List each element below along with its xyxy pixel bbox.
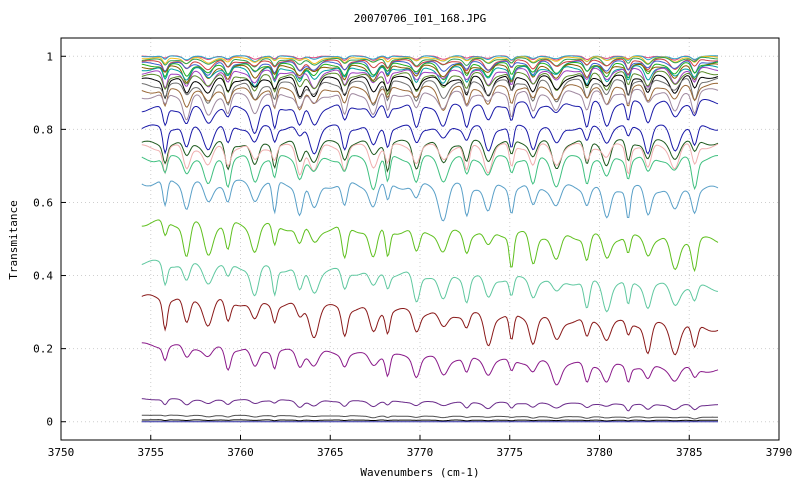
series-line — [141, 155, 719, 191]
series-line — [141, 342, 719, 386]
series-line — [141, 82, 719, 112]
x-axis-label: Wavenumbers (cm-1) — [360, 466, 479, 479]
series-line — [141, 67, 719, 90]
x-tick-label: 3780 — [586, 446, 613, 459]
x-tick-label: 3760 — [227, 446, 254, 459]
y-tick-label: 0.6 — [33, 196, 53, 209]
series-line — [141, 219, 719, 273]
grid — [60, 38, 780, 440]
series-line — [141, 139, 719, 173]
x-tick-label: 3770 — [407, 446, 434, 459]
series-line — [141, 124, 719, 155]
series-layer — [141, 55, 719, 423]
series-line — [141, 88, 719, 121]
series-line — [141, 414, 718, 420]
series-line — [141, 99, 719, 135]
x-tick-label: 3765 — [317, 446, 344, 459]
series-line — [141, 63, 719, 84]
series-line — [141, 74, 719, 100]
series-line — [141, 419, 718, 422]
x-tick-label: 3755 — [138, 446, 165, 459]
y-tick-label: 0.2 — [33, 343, 53, 356]
series-line — [141, 55, 718, 63]
series-line — [141, 77, 719, 106]
x-tick-label: 3775 — [497, 446, 524, 459]
series-line — [141, 259, 719, 313]
y-axis: 0 0.2 0.4 0.6 0.8 1 — [33, 50, 66, 429]
y-tick-label: 0.4 — [33, 270, 53, 283]
series-line — [141, 58, 719, 73]
x-tick-label: 3750 — [48, 446, 75, 459]
chart-title: 20070706_I01_168.JPG — [354, 12, 486, 25]
x-tick-label: 3790 — [766, 446, 793, 459]
series-line — [141, 70, 719, 96]
series-line — [141, 143, 719, 176]
x-tick-label: 3785 — [676, 446, 703, 459]
series-line — [141, 56, 719, 69]
y-tick-label: 0.8 — [33, 123, 53, 136]
y-axis-label: Transmitance — [7, 200, 20, 279]
series-line — [141, 294, 719, 356]
series-line — [141, 179, 719, 222]
series-line — [141, 398, 719, 412]
y-tick-label: 0 — [46, 416, 53, 429]
y-tick-label: 1 — [46, 50, 53, 63]
x-axis: 3750 3755 3760 3765 3770 3775 3780 3785 3790 — [48, 435, 793, 459]
series-line — [141, 60, 719, 76]
